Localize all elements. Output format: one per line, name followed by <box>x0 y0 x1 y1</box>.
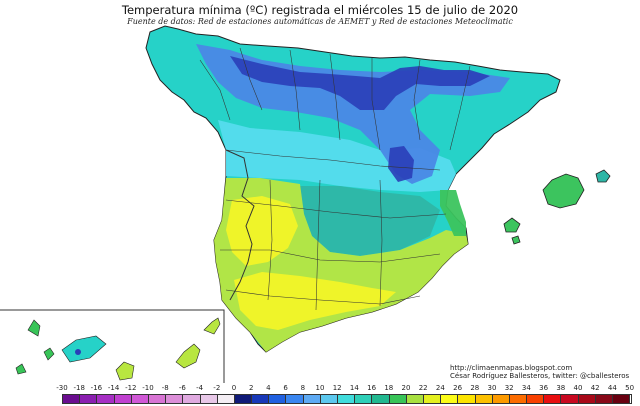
legend-swatch <box>148 395 167 403</box>
legend-swatch <box>492 395 510 403</box>
legend-label: 22 <box>418 384 428 392</box>
map-credit: http://climaenmapas.blogspot.com César R… <box>450 364 630 380</box>
legend-swatch <box>578 395 596 403</box>
legend-swatch <box>131 395 149 403</box>
legend-label: 10 <box>315 384 325 392</box>
legend-label: 36 <box>539 384 549 392</box>
province-border <box>413 59 421 141</box>
legend-label: 0 <box>231 384 237 392</box>
legend-label: 6 <box>283 384 288 392</box>
temperature-zone-darkblue <box>230 56 490 182</box>
legend-swatch <box>252 395 270 403</box>
legend-swatch <box>423 395 442 403</box>
legend-swatch <box>355 395 373 403</box>
province-border <box>315 179 321 311</box>
legend-label: 40 <box>573 384 583 392</box>
legend-label: -6 <box>178 384 186 392</box>
credit-author: César Rodríguez Ballesteros, twitter: @c… <box>450 372 630 380</box>
legend-swatch <box>544 395 562 403</box>
formentera-island <box>511 235 521 245</box>
legend-swatch <box>561 395 579 403</box>
legend-swatch <box>80 395 98 403</box>
legend-swatch <box>372 395 390 403</box>
temperature-zone-teal <box>300 186 440 256</box>
legend-swatch <box>458 395 476 403</box>
mallorca-island <box>542 173 585 209</box>
legend-label: 4 <box>266 384 271 392</box>
legend-colorbar <box>62 394 632 404</box>
temperature-zone-green <box>440 190 466 236</box>
legend-label: -8 <box>161 384 169 392</box>
province-border <box>379 179 383 307</box>
legend-labels: -30 -18 -16 -14 -12 -10 -8 -6 -4 -2 0 2 4 6 8 10 12 14 16 1… <box>0 384 640 394</box>
legend-swatch <box>200 395 218 403</box>
legend-label: -18 <box>73 384 85 392</box>
legend-swatch <box>166 395 184 403</box>
legend-swatch <box>527 395 545 403</box>
legend-label: -12 <box>125 384 137 392</box>
legend-swatch <box>389 395 407 403</box>
legend-label: 38 <box>556 384 566 392</box>
legend-label: 30 <box>487 384 497 392</box>
legend-swatch <box>303 395 321 403</box>
province-border <box>289 49 301 131</box>
province-border <box>449 65 471 151</box>
legend-swatch <box>338 395 356 403</box>
legend-label: 32 <box>504 384 514 392</box>
legend-label: 50 <box>625 384 635 392</box>
legend-swatch <box>613 395 631 403</box>
legend-label: -4 <box>196 384 204 392</box>
province-border <box>225 289 421 305</box>
legend-label: 44 <box>607 384 617 392</box>
legend-label: 14 <box>349 384 359 392</box>
legend-label: 24 <box>435 384 445 392</box>
legend-swatch <box>63 395 81 403</box>
province-border <box>225 199 447 219</box>
legend-swatch <box>406 395 424 403</box>
legend-label: -2 <box>213 384 221 392</box>
menorca-island <box>595 169 611 183</box>
legend-label: 12 <box>332 384 342 392</box>
legend-label: 2 <box>248 384 254 392</box>
legend-label: 42 <box>590 384 600 392</box>
legend-label: -14 <box>107 384 120 392</box>
legend-label: 20 <box>401 384 411 392</box>
canary-islands-frame <box>0 309 225 383</box>
legend-swatch <box>286 395 304 403</box>
credit-url: http://climaenmapas.blogspot.com <box>450 364 573 372</box>
legend-label: -10 <box>142 384 154 392</box>
province-border <box>371 58 381 151</box>
ibiza-island <box>503 217 521 233</box>
legend-swatch <box>509 395 528 403</box>
canary-islands <box>15 317 221 381</box>
legend-swatch <box>269 395 287 403</box>
province-border <box>199 59 231 121</box>
legend-swatch <box>217 395 235 403</box>
legend-swatch <box>97 395 115 403</box>
legend-swatch <box>183 395 201 403</box>
legend-swatch <box>320 395 338 403</box>
legend-label: 16 <box>367 384 377 392</box>
legend-swatch <box>234 395 253 403</box>
legend-label: 8 <box>300 384 306 392</box>
province-border <box>225 149 441 171</box>
legend-label: -30 <box>56 384 68 392</box>
legend-label: 28 <box>470 384 480 392</box>
map-title: Temperatura mínima (ºC) registrada el mi… <box>121 3 519 17</box>
legend-swatch <box>595 395 613 403</box>
legend-label: 18 <box>384 384 394 392</box>
legend-swatch <box>114 395 132 403</box>
legend-swatch <box>475 395 493 403</box>
province-border <box>329 53 341 141</box>
legend-label: 34 <box>521 384 531 392</box>
province-border <box>267 179 273 301</box>
portugal-border <box>225 149 255 301</box>
legend-label: -16 <box>90 384 103 392</box>
province-border <box>220 249 441 263</box>
legend-swatch <box>441 395 459 403</box>
legend-label: 26 <box>453 384 463 392</box>
map-subtitle: Fuente de datos: Red de estaciones autom… <box>127 17 513 26</box>
province-border <box>239 47 263 111</box>
